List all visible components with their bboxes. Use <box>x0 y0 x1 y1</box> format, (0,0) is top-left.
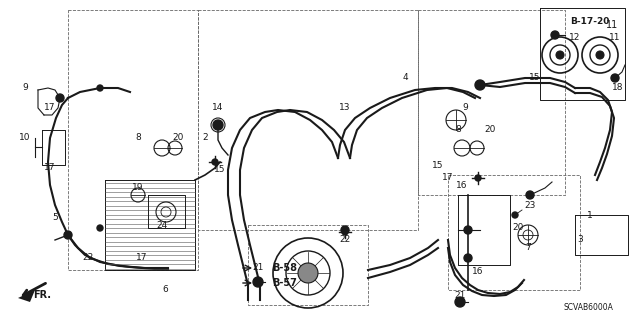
Text: 17: 17 <box>44 103 56 113</box>
Circle shape <box>596 51 604 59</box>
Text: 20: 20 <box>512 224 524 233</box>
Text: 23: 23 <box>524 201 536 210</box>
Text: 7: 7 <box>525 243 531 253</box>
Text: 4: 4 <box>402 73 408 83</box>
Circle shape <box>556 51 564 59</box>
Text: 15: 15 <box>214 166 226 174</box>
Circle shape <box>464 254 472 262</box>
Text: 15: 15 <box>432 160 444 169</box>
Circle shape <box>526 191 534 199</box>
Text: 10: 10 <box>19 133 31 143</box>
Text: B-17-20: B-17-20 <box>570 18 610 26</box>
Circle shape <box>56 94 64 102</box>
Text: 20: 20 <box>172 133 184 143</box>
Text: 16: 16 <box>472 268 484 277</box>
Circle shape <box>253 277 263 287</box>
Text: 17: 17 <box>442 174 454 182</box>
Circle shape <box>341 226 349 234</box>
Circle shape <box>97 225 103 231</box>
Text: 24: 24 <box>156 220 168 229</box>
Text: 17: 17 <box>44 164 56 173</box>
Text: 9: 9 <box>22 84 28 93</box>
Text: 22: 22 <box>83 254 93 263</box>
Polygon shape <box>18 290 35 302</box>
Text: 8: 8 <box>135 133 141 143</box>
Text: B-57: B-57 <box>272 278 297 288</box>
Text: B-58: B-58 <box>272 263 297 273</box>
Circle shape <box>551 31 559 39</box>
Text: 2: 2 <box>202 133 208 143</box>
Circle shape <box>212 159 218 165</box>
Text: 18: 18 <box>612 84 624 93</box>
Text: 17: 17 <box>136 254 148 263</box>
Circle shape <box>97 85 103 91</box>
Circle shape <box>342 229 348 235</box>
Text: 21: 21 <box>252 263 264 272</box>
Circle shape <box>455 297 465 307</box>
Text: 20: 20 <box>484 125 496 135</box>
Text: 11: 11 <box>606 20 618 30</box>
Circle shape <box>464 226 472 234</box>
Text: 6: 6 <box>162 286 168 294</box>
Circle shape <box>475 80 485 90</box>
Circle shape <box>64 231 72 239</box>
Text: 19: 19 <box>132 183 144 192</box>
Circle shape <box>512 212 518 218</box>
Text: FR.: FR. <box>33 290 51 300</box>
Text: 9: 9 <box>462 103 468 113</box>
Text: 14: 14 <box>212 103 224 113</box>
Circle shape <box>611 74 619 82</box>
Text: 15: 15 <box>529 73 541 83</box>
Text: 12: 12 <box>570 33 580 42</box>
Text: 1: 1 <box>587 211 593 219</box>
Text: 22: 22 <box>339 235 351 244</box>
Text: 3: 3 <box>577 235 583 244</box>
Text: 8: 8 <box>455 125 461 135</box>
Circle shape <box>213 120 223 130</box>
Text: SCVAB6000A: SCVAB6000A <box>563 303 613 313</box>
Text: 13: 13 <box>339 103 351 113</box>
Circle shape <box>298 263 318 283</box>
Text: 21: 21 <box>454 291 466 300</box>
Text: 11: 11 <box>609 33 621 42</box>
Text: 16: 16 <box>456 181 468 189</box>
Circle shape <box>475 175 481 181</box>
Text: 5: 5 <box>52 213 58 222</box>
